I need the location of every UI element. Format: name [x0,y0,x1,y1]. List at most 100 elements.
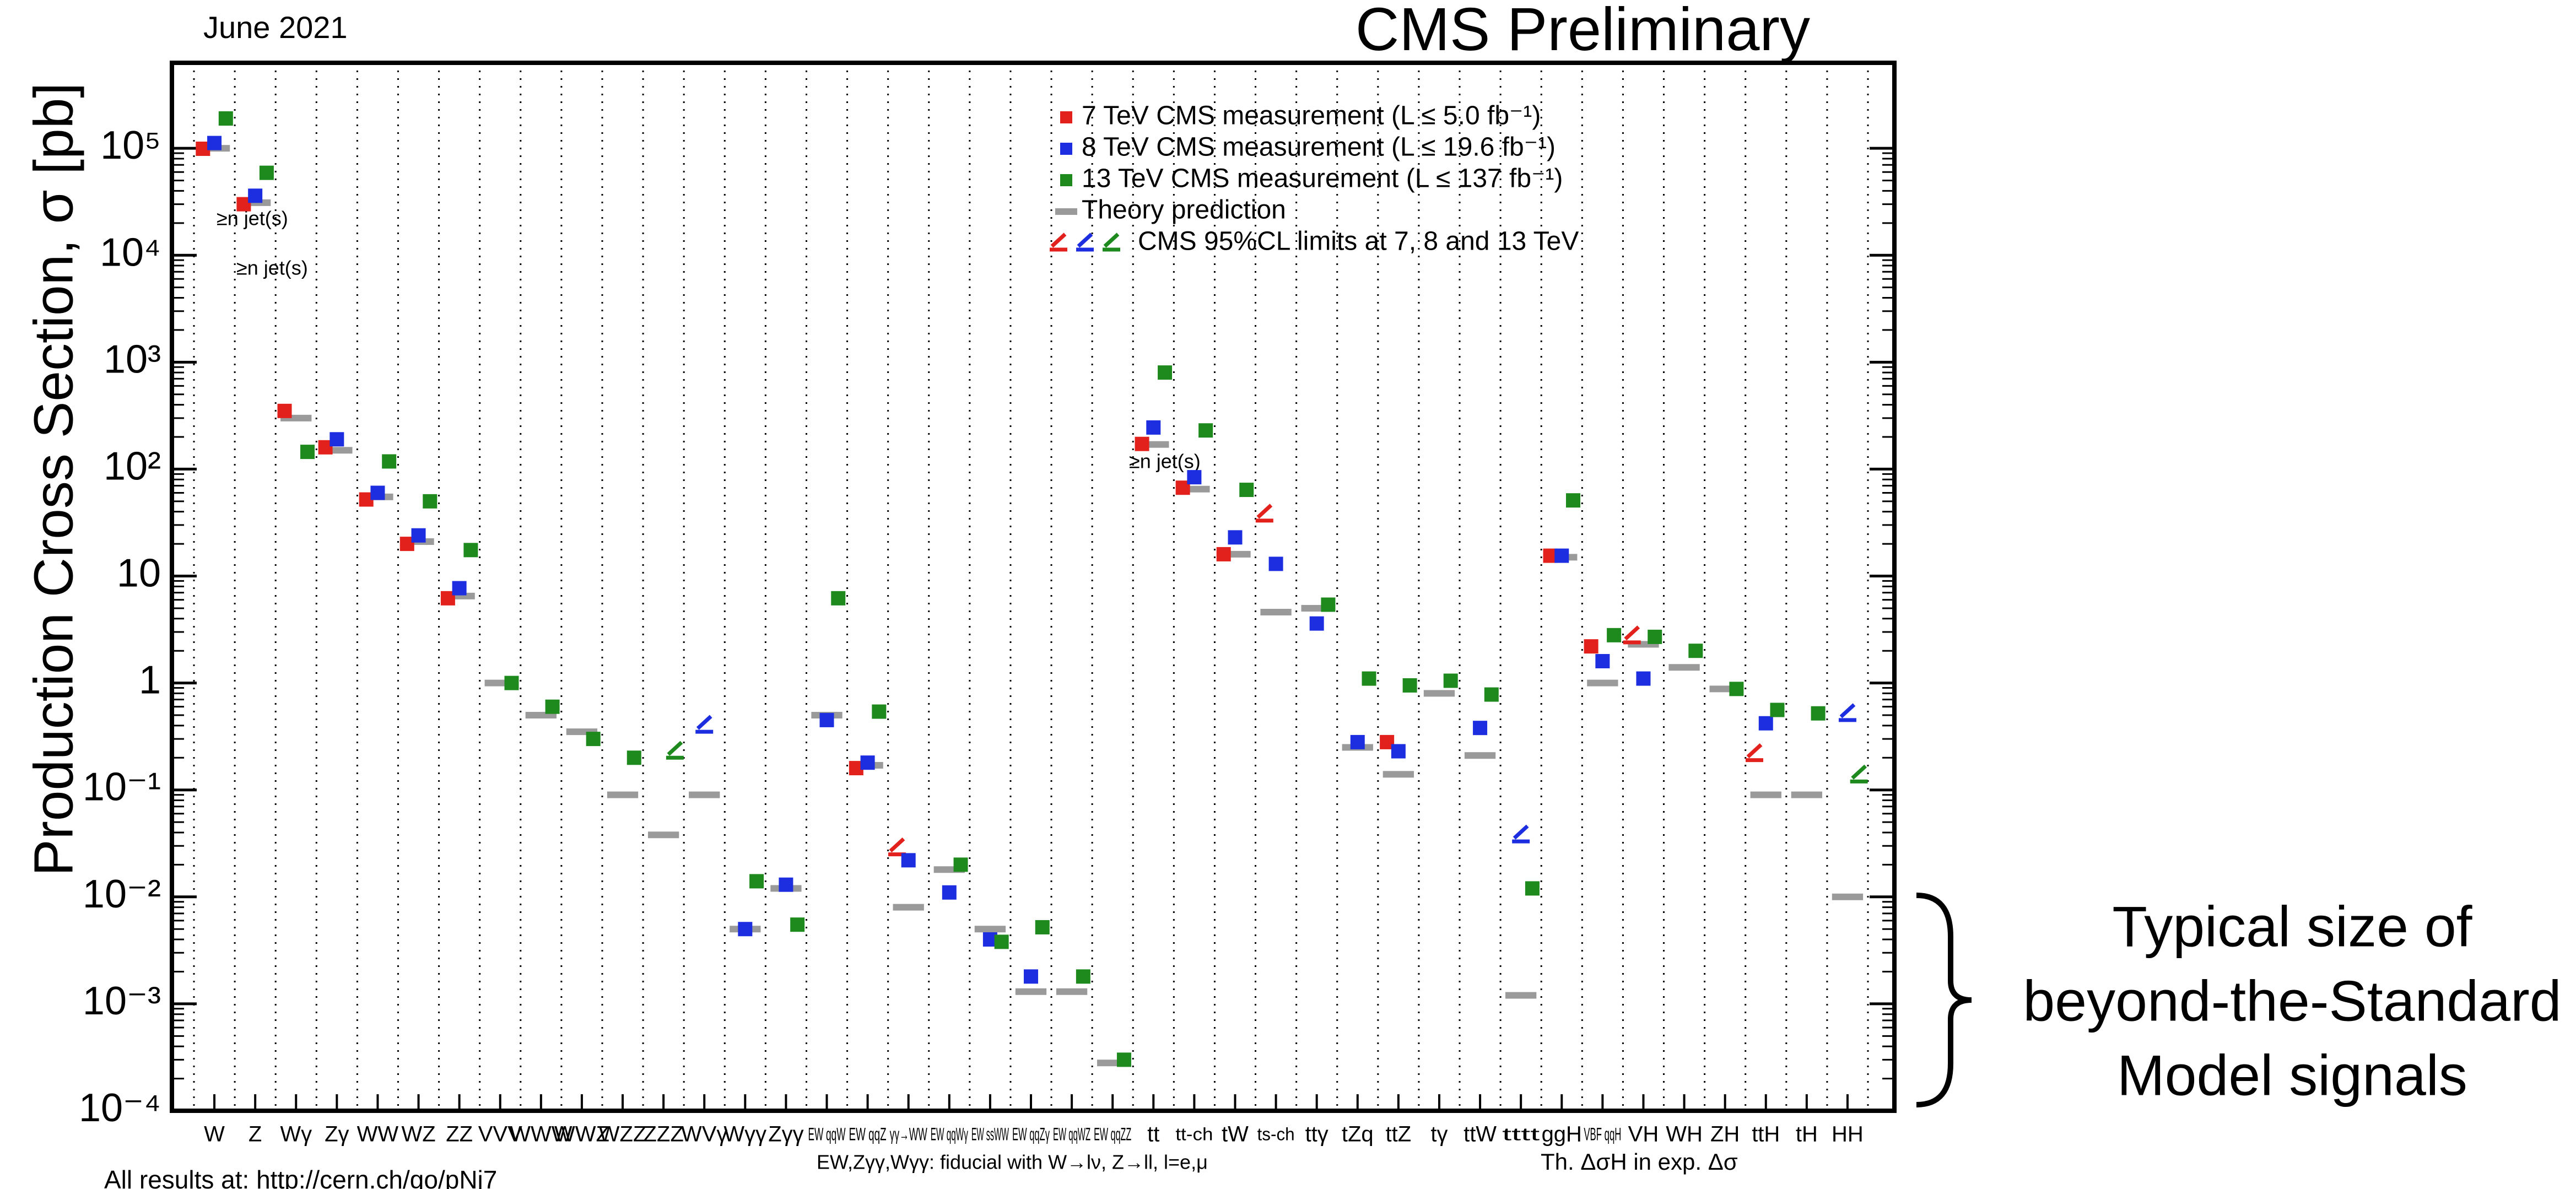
fiducial-note: EW,Zγγ,Wγγ: fiducial with W→lν, Z→ll, l=… [817,1151,1208,1174]
data-point [982,932,997,947]
data-point [627,750,641,765]
data-point [1175,480,1190,495]
data-point [819,712,834,727]
limit-marker [695,715,714,734]
x-tick-label: ZZ [446,1122,473,1147]
limit-marker [666,741,684,760]
limit-marker [1512,824,1530,844]
data-point [463,543,478,558]
theory-band [1423,690,1455,697]
data-point [1187,470,1202,485]
x-tick-label: EW qqZγ [1012,1124,1050,1144]
x-tick-label: EW ssWW [971,1124,1009,1144]
jet-label: ≥n jet(s) [236,257,308,279]
theory-band [1791,791,1823,798]
data-point [411,528,426,543]
data-point [1135,436,1149,451]
theory-band [1668,664,1700,671]
x-tick-label: EW qqZZ [1094,1124,1131,1144]
limit-marker [1746,743,1764,763]
x-tick-label: ttZ [1386,1122,1412,1147]
y-tick-label: 10⁻¹ [83,765,161,809]
theory-band [1260,608,1292,615]
x-tick-label: Z [249,1122,262,1147]
x-tick-label: tt [1147,1122,1159,1147]
x-tick-label: EW qqWZ [1053,1124,1090,1144]
limit-marker [1838,703,1856,722]
data-point [860,755,875,770]
data-point [790,917,805,932]
x-tick-label: Wγγ [723,1122,766,1147]
data-point [1484,687,1499,702]
legend-label: 13 TeV CMS measurement (L ≤ 137 fb⁻¹) [1082,164,1563,193]
x-tick-label: ts-ch [1257,1124,1295,1144]
y-tick-label: 10 [117,552,161,596]
data-point [953,857,968,872]
jet-label: ≥n jet(s) [217,207,288,230]
data-point [359,492,374,507]
annotation: Model signals [2117,1044,2467,1107]
x-tick-label: tW [1222,1122,1249,1147]
data-point [300,445,315,460]
data-point [942,885,957,900]
data-point [218,111,233,126]
data-point [504,675,519,690]
data-point [1309,616,1324,631]
x-tick-label: ttH [1752,1122,1780,1147]
date: June 2021 [203,10,348,45]
data-point [399,537,414,552]
x-tick-label: VBF qqH [1584,1124,1621,1144]
data-point [1362,671,1376,686]
x-tick-label: VH [1628,1122,1659,1147]
data-point [1554,548,1569,563]
data-point [207,136,222,150]
x-tick-label: tt-ch [1175,1124,1213,1144]
legend-marker [1060,143,1072,155]
legend-marker [1055,208,1077,215]
data-point [1035,920,1050,934]
x-tick-label: WW [357,1122,399,1147]
data-point [1391,744,1406,759]
x-tick-label: ttγ [1305,1122,1328,1147]
legend-label: CMS 95%CL limits at 7, 8 and 13 TeV [1138,227,1579,256]
data-point [1158,365,1173,380]
footnote: All results at: http://cern.ch/go/pNj7 [104,1165,497,1189]
data-point [259,165,274,180]
data-point [1584,639,1598,654]
x-tick-label: ggH [1542,1122,1582,1147]
y-axis-label: Production Cross Section, σ [pb] [23,83,84,876]
x-tick-label: Zγγ [768,1122,803,1147]
data-point [236,197,251,212]
data-point [440,591,455,606]
theory-band [607,791,639,798]
data-point [1268,556,1283,571]
data-point [1566,493,1581,508]
data-point [370,485,385,500]
x-tick-label: Wγ [280,1122,312,1147]
data-point [586,732,601,747]
data-point [779,877,793,892]
y-tick-label: 10⁻³ [83,979,161,1023]
data-point [248,188,263,203]
legend-marker [1050,233,1067,252]
data-point [1443,673,1458,688]
data-point [1595,654,1610,669]
data-point [382,454,397,469]
theory-band [647,831,679,839]
x-tick-label: ttW [1463,1122,1497,1147]
limit-marker [888,837,906,857]
data-point [1198,423,1213,438]
data-point [1116,1052,1131,1067]
theory-note: Th. ΔσH in exp. Δσ [1541,1149,1738,1175]
data-point [330,432,344,447]
legend-marker [1103,233,1120,252]
data-point [1321,597,1336,612]
brace [1916,893,1972,1107]
limit-marker [1255,504,1273,523]
data-point [1543,548,1558,563]
x-tick-label: VVV [478,1122,522,1147]
x-tick-label: tγ [1430,1122,1448,1147]
theory-band [689,791,720,798]
x-tick-label: tH [1796,1122,1818,1147]
